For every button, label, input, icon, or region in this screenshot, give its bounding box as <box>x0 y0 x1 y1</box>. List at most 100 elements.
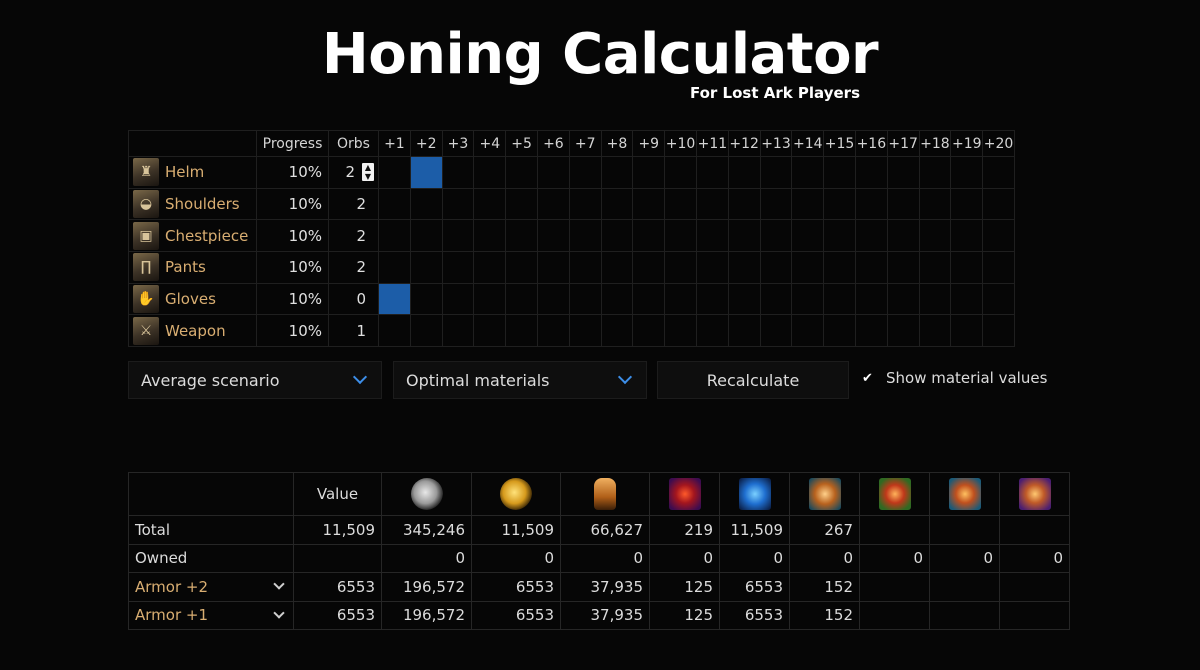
level-cell[interactable] <box>568 314 602 348</box>
level-cell[interactable] <box>759 219 793 253</box>
level-cell[interactable] <box>727 156 761 189</box>
level-cell[interactable] <box>505 187 538 221</box>
level-cell[interactable] <box>886 314 920 348</box>
level-cell[interactable] <box>441 282 475 316</box>
material-amount-cell[interactable]: 0 <box>929 543 1000 573</box>
level-cell[interactable] <box>695 314 729 348</box>
level-cell[interactable] <box>854 251 888 284</box>
level-cell[interactable] <box>473 156 507 189</box>
level-cell[interactable] <box>759 187 793 221</box>
level-cell[interactable] <box>505 219 538 253</box>
level-cell[interactable] <box>759 156 793 189</box>
level-cell[interactable] <box>791 251 825 284</box>
level-cell[interactable] <box>854 282 888 316</box>
armor-row-toggle[interactable]: Armor +2 <box>128 572 294 602</box>
level-cell[interactable] <box>918 251 952 284</box>
level-cell[interactable] <box>473 219 507 253</box>
level-cell[interactable] <box>632 156 666 189</box>
armor-row-toggle[interactable]: Armor +1 <box>128 600 294 630</box>
recalculate-button[interactable]: Recalculate <box>657 361 849 399</box>
level-cell[interactable] <box>695 187 729 221</box>
level-cell[interactable] <box>600 282 634 316</box>
level-cell[interactable] <box>982 187 1015 221</box>
orbs-value[interactable]: 2 <box>356 226 366 245</box>
progress-value[interactable]: 10% <box>256 187 329 221</box>
level-cell[interactable] <box>409 219 443 253</box>
level-cell[interactable] <box>982 156 1015 189</box>
level-cell[interactable] <box>918 219 952 253</box>
level-cell[interactable] <box>664 282 697 316</box>
level-cell[interactable] <box>982 251 1015 284</box>
level-cell[interactable] <box>791 187 825 221</box>
level-cell[interactable] <box>378 187 411 221</box>
level-cell[interactable] <box>791 314 825 348</box>
level-cell[interactable] <box>441 156 475 189</box>
progress-value[interactable]: 10% <box>256 251 329 284</box>
orbs-cell[interactable]: 1 <box>328 314 379 348</box>
level-cell[interactable] <box>695 282 729 316</box>
level-cell-selected[interactable] <box>409 156 443 189</box>
level-cell[interactable] <box>759 314 793 348</box>
level-cell[interactable] <box>886 187 920 221</box>
level-cell[interactable] <box>632 187 666 221</box>
orbs-value[interactable]: 2 <box>356 258 366 277</box>
level-cell[interactable] <box>536 251 570 284</box>
stepper-icon[interactable]: ▲ ▼ <box>362 163 374 182</box>
level-cell[interactable] <box>536 219 570 253</box>
level-cell[interactable] <box>378 156 411 189</box>
material-amount-cell[interactable]: 0 <box>381 543 472 573</box>
level-cell[interactable] <box>632 251 666 284</box>
level-cell[interactable] <box>664 156 697 189</box>
level-cell[interactable] <box>664 314 697 348</box>
level-cell[interactable] <box>473 282 507 316</box>
level-cell[interactable] <box>473 251 507 284</box>
level-cell[interactable] <box>918 156 952 189</box>
level-cell[interactable] <box>950 156 984 189</box>
level-cell[interactable] <box>600 314 634 348</box>
level-cell[interactable] <box>695 251 729 284</box>
chevron-down-icon[interactable] <box>273 578 285 590</box>
orbs-cell[interactable]: 2 <box>328 251 379 284</box>
chevron-down-icon[interactable] <box>273 607 285 619</box>
material-amount-cell[interactable]: 0 <box>471 543 561 573</box>
level-cell[interactable] <box>854 219 888 253</box>
level-cell[interactable] <box>982 219 1015 253</box>
level-cell[interactable] <box>568 219 602 253</box>
level-cell[interactable] <box>950 251 984 284</box>
orbs-cell[interactable]: 2 <box>328 187 379 221</box>
level-cell[interactable] <box>505 156 538 189</box>
level-cell[interactable] <box>950 282 984 316</box>
level-cell[interactable] <box>600 251 634 284</box>
progress-value[interactable]: 10% <box>256 156 329 189</box>
orbs-value[interactable]: 1 <box>356 321 366 340</box>
level-cell[interactable] <box>664 251 697 284</box>
level-cell[interactable] <box>664 187 697 221</box>
level-cell[interactable] <box>632 314 666 348</box>
level-cell[interactable] <box>600 187 634 221</box>
level-cell[interactable] <box>918 314 952 348</box>
level-cell[interactable] <box>505 314 538 348</box>
level-cell[interactable] <box>886 156 920 189</box>
level-cell[interactable] <box>568 187 602 221</box>
progress-value[interactable]: 10% <box>256 314 329 348</box>
level-cell[interactable] <box>791 219 825 253</box>
progress-value[interactable]: 10% <box>256 219 329 253</box>
level-cell[interactable] <box>664 219 697 253</box>
show-material-values-toggle[interactable]: ✔ Show material values <box>862 369 1047 387</box>
level-cell[interactable] <box>854 187 888 221</box>
level-cell[interactable] <box>886 251 920 284</box>
level-cell[interactable] <box>632 282 666 316</box>
level-cell[interactable] <box>378 251 411 284</box>
level-cell[interactable] <box>378 314 411 348</box>
level-cell[interactable] <box>695 219 729 253</box>
orbs-value[interactable]: 0 <box>356 290 366 309</box>
level-cell[interactable] <box>950 314 984 348</box>
level-cell[interactable] <box>505 251 538 284</box>
materials-select[interactable]: Optimal materials <box>393 361 647 399</box>
level-cell[interactable] <box>823 156 856 189</box>
level-cell[interactable] <box>886 219 920 253</box>
level-cell[interactable] <box>886 282 920 316</box>
level-cell[interactable] <box>473 187 507 221</box>
level-cell[interactable] <box>823 282 856 316</box>
level-cell[interactable] <box>823 251 856 284</box>
